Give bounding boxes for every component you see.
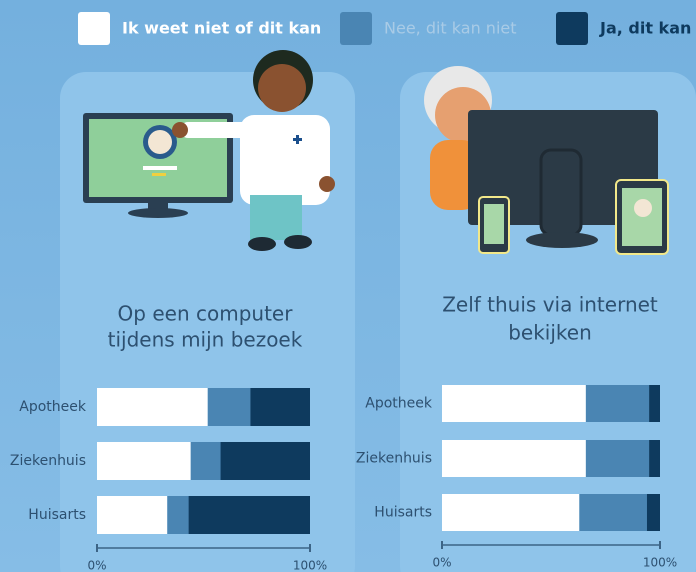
bar-segment [97,496,167,534]
bar-segment [579,494,647,531]
bar-segment [649,440,660,477]
chart-title: Zelf thuis via internet [442,293,658,317]
x-tick-label: 100% [643,556,677,570]
category-label: Apotheek [19,399,87,415]
legend-swatch [340,12,372,45]
bar-segment [221,442,310,480]
bar-segment [208,388,251,426]
x-tick-label: 0% [432,556,451,570]
category-label: Apotheek [365,396,433,412]
bar-segment [97,442,191,480]
legend-swatch [556,12,588,45]
bar-segment [647,494,660,531]
bar-segment [97,388,208,426]
chart-title: tijdens mijn bezoek [108,328,303,352]
legend-label: Ik weet niet of dit kan [122,19,321,38]
bar-segment [250,388,310,426]
category-label: Huisarts [374,505,432,521]
bar-segment [649,385,660,422]
infographic: Ik weet niet of dit kan Nee, dit kan niet… [0,0,696,572]
legend-swatch [78,12,110,45]
bar-segment [586,385,649,422]
bar-segment [586,440,649,477]
chart-title: Op een computer [118,302,294,326]
bar-segment [189,496,310,534]
legend-label: Nee, dit kan niet [384,19,517,38]
chart-title: bekijken [508,321,592,345]
category-label: Ziekenhuis [356,451,432,467]
x-tick-label: 100% [293,559,327,572]
category-label: Huisarts [28,507,86,523]
bar-segment [442,494,579,531]
bar-segment [442,440,586,477]
x-tick-label: 0% [87,559,106,572]
bar-segment [442,385,586,422]
legend-label: Ja, dit kan [599,19,691,38]
bar-segment [167,496,188,534]
category-label: Ziekenhuis [10,453,86,469]
bar-segment [191,442,221,480]
